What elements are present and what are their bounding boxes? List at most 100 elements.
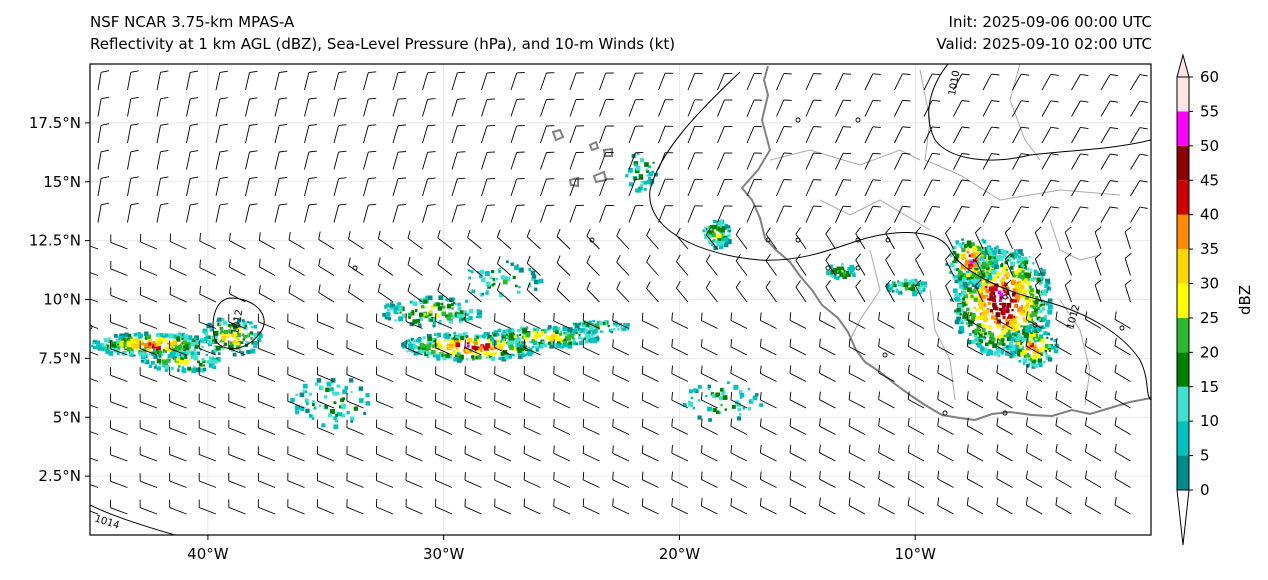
reflectivity-cell [995, 246, 1000, 250]
reflectivity-cell [978, 299, 982, 303]
reflectivity-cell [176, 336, 180, 340]
reflectivity-cell [998, 334, 1004, 339]
reflectivity-cell [1051, 346, 1056, 350]
wind-barb [169, 286, 187, 303]
wind-barb [392, 124, 406, 144]
reflectivity-cell [236, 337, 239, 340]
reflectivity-cell [130, 343, 135, 348]
reflectivity-cell [970, 272, 973, 275]
reflectivity-cell [1038, 347, 1043, 352]
wind-barb [523, 365, 541, 382]
reflectivity-cell [966, 250, 970, 254]
wind-barb [1041, 100, 1059, 117]
wind-barb [966, 444, 984, 462]
reflectivity-cell [634, 168, 640, 174]
wind-barb [405, 366, 423, 382]
reflectivity-cell [999, 296, 1003, 300]
reflectivity-cell [602, 321, 606, 325]
reflectivity-cell [910, 286, 916, 292]
wind-barb [805, 99, 822, 117]
reflectivity-cell [485, 333, 489, 337]
wind-barb [855, 226, 866, 250]
reflectivity-cell [1000, 264, 1004, 268]
reflectivity-cell [980, 282, 984, 286]
calm-wind-marker [825, 265, 831, 271]
reflectivity-cell [566, 336, 571, 341]
wind-barb [1041, 73, 1059, 91]
reflectivity-cell [244, 334, 248, 339]
reflectivity-cell [564, 342, 569, 348]
reflectivity-cell [974, 260, 978, 264]
reflectivity-cell [532, 345, 535, 349]
reflectivity-cell [1040, 338, 1045, 343]
reflectivity-cell [181, 354, 185, 358]
reflectivity-cell [961, 301, 967, 307]
reflectivity-cell [952, 250, 957, 255]
wind-barb [405, 445, 423, 462]
wind-barb [789, 471, 807, 488]
wind-barb [127, 96, 139, 117]
reflectivity-cell [978, 316, 982, 320]
reflectivity-cell [961, 290, 967, 296]
calm-wind-marker [855, 117, 861, 123]
reflectivity-cell [575, 332, 578, 335]
reflectivity-cell [408, 343, 414, 349]
reflectivity-cell [975, 335, 979, 340]
reflectivity-cell [652, 161, 655, 164]
wind-barb [139, 499, 158, 515]
wind-barb [671, 392, 689, 409]
reflectivity-cell [1019, 310, 1024, 315]
reflectivity-cell [483, 277, 486, 280]
wind-barb [612, 471, 630, 488]
wind-barb [641, 471, 659, 488]
reflectivity-cell [975, 308, 979, 312]
wind-barb [789, 391, 807, 409]
reflectivity-cell [219, 340, 222, 343]
reflectivity-cell [472, 358, 475, 361]
wind-barb [1041, 126, 1059, 144]
wind-barb [287, 393, 305, 409]
reflectivity-cell [182, 340, 187, 345]
wind-barb [257, 313, 276, 329]
wind-barb [90, 351, 99, 356]
wind-barb [1094, 252, 1102, 276]
wind-barb [481, 151, 496, 170]
reflectivity-cell [202, 340, 206, 344]
wind-barb [937, 417, 954, 435]
wind-barb [156, 202, 169, 223]
reflectivity-cell [440, 302, 444, 306]
reflectivity-cell [832, 268, 838, 273]
wind-barb [139, 340, 158, 356]
reflectivity-cell [471, 345, 476, 350]
wind-barb [245, 150, 258, 170]
reflectivity-cell [982, 240, 987, 244]
reflectivity-cell [247, 333, 251, 338]
reflectivity-cell [643, 187, 647, 191]
reflectivity-cell [459, 317, 464, 322]
wind-barb [363, 150, 377, 170]
reflectivity-cell [752, 395, 758, 401]
wind-barb [553, 471, 571, 488]
wind-barb [437, 230, 453, 250]
wind-barb [582, 445, 600, 462]
wind-barb [628, 205, 644, 223]
reflectivity-cell [182, 347, 185, 351]
wind-barb [346, 340, 364, 356]
reflectivity-cell [970, 253, 976, 258]
reflectivity-cell [525, 332, 531, 338]
reflectivity-cell [181, 366, 185, 370]
reflectivity-cell [556, 326, 561, 331]
wind-barb [1114, 470, 1131, 488]
reflectivity-cell [977, 279, 981, 283]
wind-barb [789, 338, 807, 356]
reflectivity-cell [91, 344, 94, 347]
reflectivity-cell [156, 351, 159, 355]
reflectivity-cell [1018, 306, 1024, 311]
reflectivity-cell [477, 271, 480, 274]
reflectivity-cell [140, 359, 144, 363]
reflectivity-cell [1004, 274, 1007, 277]
wind-barb [915, 226, 925, 250]
reflectivity-cell [508, 343, 513, 348]
reflectivity-cell [1016, 335, 1022, 340]
reflectivity-cell [522, 328, 527, 334]
